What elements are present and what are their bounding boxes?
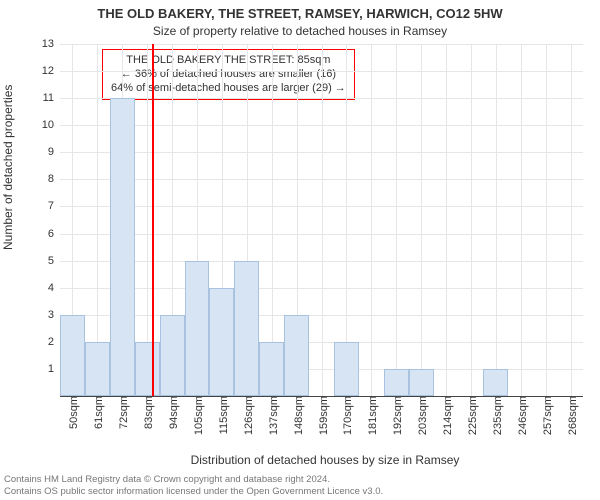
x-tick-label: 94sqm xyxy=(164,396,180,429)
footer-attribution: Contains HM Land Registry data © Crown c… xyxy=(4,474,596,498)
histogram-bar xyxy=(60,315,85,396)
x-tick-label: 246sqm xyxy=(513,396,529,435)
histogram-bar xyxy=(483,369,508,396)
grid-line xyxy=(421,44,422,396)
histogram-bar xyxy=(409,369,434,396)
annotation-box: THE OLD BAKERY THE STREET: 85sqm← 36% of… xyxy=(102,49,355,100)
plot-area: THE OLD BAKERY THE STREET: 85sqm← 36% of… xyxy=(60,44,583,396)
x-tick-label: 137sqm xyxy=(264,396,280,435)
y-tick-label: 12 xyxy=(42,65,60,77)
x-tick-label: 126sqm xyxy=(239,396,255,435)
histogram-bar xyxy=(185,261,210,396)
histogram-bar xyxy=(234,261,259,396)
x-tick-label: 214sqm xyxy=(438,396,454,435)
histogram-bar xyxy=(334,342,359,396)
x-axis-label: Distribution of detached houses by size … xyxy=(60,453,590,467)
grid-line xyxy=(521,44,522,396)
property-marker-line xyxy=(152,44,154,396)
histogram-bar xyxy=(259,342,284,396)
grid-line xyxy=(571,44,572,396)
x-tick-label: 192sqm xyxy=(388,396,404,435)
x-tick-label: 61sqm xyxy=(89,396,105,429)
histogram-bar xyxy=(384,369,409,396)
chart-title: THE OLD BAKERY, THE STREET, RAMSEY, HARW… xyxy=(0,6,600,21)
x-tick-label: 105sqm xyxy=(189,396,205,435)
histogram-bar xyxy=(160,315,185,396)
x-tick-label: 203sqm xyxy=(413,396,429,435)
y-axis-label: Number of detached properties xyxy=(1,85,15,250)
y-tick-label: 8 xyxy=(48,173,60,185)
histogram-bar xyxy=(135,342,160,396)
y-tick-label: 9 xyxy=(48,146,60,158)
x-tick-label: 50sqm xyxy=(64,396,80,429)
grid-line xyxy=(446,44,447,396)
y-tick-label: 4 xyxy=(48,282,60,294)
y-tick-label: 7 xyxy=(48,200,60,212)
footer-line: Contains OS public sector information li… xyxy=(4,486,596,498)
x-tick-label: 181sqm xyxy=(363,396,379,435)
x-tick-label: 115sqm xyxy=(214,396,230,434)
x-tick-label: 170sqm xyxy=(338,396,354,435)
x-axis-line xyxy=(60,396,583,397)
grid-line xyxy=(546,44,547,396)
grid-line xyxy=(371,44,372,396)
x-tick-label: 83sqm xyxy=(139,396,155,429)
y-tick-label: 3 xyxy=(48,309,60,321)
y-tick-label: 5 xyxy=(48,255,60,267)
footer-line: Contains HM Land Registry data © Crown c… xyxy=(4,474,596,486)
x-tick-label: 235sqm xyxy=(488,396,504,435)
y-tick-label: 13 xyxy=(42,38,60,50)
x-tick-label: 148sqm xyxy=(289,396,305,435)
grid-line xyxy=(396,44,397,396)
chart-container: THE OLD BAKERY, THE STREET, RAMSEY, HARW… xyxy=(0,0,600,500)
x-tick-label: 72sqm xyxy=(114,396,130,429)
chart-subtitle: Size of property relative to detached ho… xyxy=(0,24,600,38)
x-tick-label: 257sqm xyxy=(538,396,554,435)
x-tick-label: 268sqm xyxy=(563,396,579,435)
histogram-bar xyxy=(85,342,110,396)
grid-line xyxy=(322,44,323,396)
y-tick-label: 1 xyxy=(48,363,60,375)
histogram-bar xyxy=(209,288,234,396)
x-tick-label: 225sqm xyxy=(463,396,479,435)
histogram-bar xyxy=(284,315,309,396)
y-tick-label: 2 xyxy=(48,336,60,348)
y-tick-label: 6 xyxy=(48,228,60,240)
y-tick-label: 11 xyxy=(43,92,60,104)
x-tick-label: 159sqm xyxy=(314,396,330,435)
grid-line xyxy=(471,44,472,396)
grid-line xyxy=(496,44,497,396)
histogram-bar xyxy=(110,98,135,396)
y-tick-label: 10 xyxy=(42,119,60,131)
